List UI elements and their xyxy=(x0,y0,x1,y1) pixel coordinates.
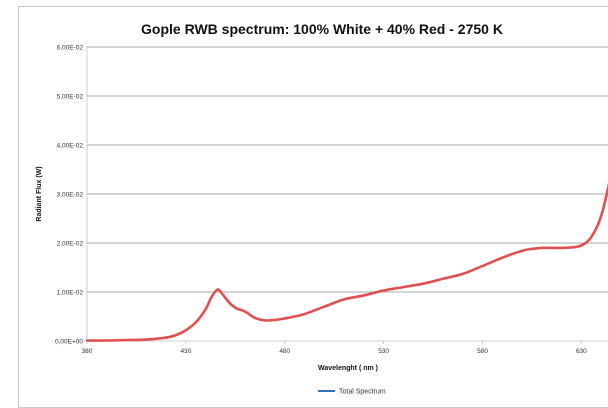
spectrum-chart: Gople RWB spectrum: 100% White + 40% Red… xyxy=(36,21,608,396)
chart-title: Gople RWB spectrum: 100% White + 40% Red… xyxy=(141,21,503,37)
x-tick-label: 580 xyxy=(477,348,488,355)
series-group xyxy=(85,182,608,342)
y-axis-label: Radiant Flux (W) xyxy=(36,166,43,221)
y-tick-label: 3,00E-02 xyxy=(57,192,84,199)
y-tick-label: 1,00E-02 xyxy=(57,290,84,297)
legend-label-total-spectrum: Total Spectrum xyxy=(339,389,386,396)
series-line-total-spectrum xyxy=(85,182,608,342)
y-tick-label: 6,00E-02 xyxy=(57,45,84,52)
legend: Total Spectrum xyxy=(318,389,386,396)
x-tick-label: 430 xyxy=(180,348,191,355)
gridlines xyxy=(87,46,608,342)
x-tick-labels: 380430480530580630680730780 xyxy=(82,341,587,355)
x-tick-label: 480 xyxy=(279,348,290,355)
y-tick-label: 2,00E-02 xyxy=(57,241,84,248)
x-tick-label: 630 xyxy=(576,348,587,355)
x-axis-label: Wavelenght ( nm ) xyxy=(318,365,378,372)
y-tick-labels: 0,00E+00 1,00E-02 2,00E-02 3,00E-02 4,00E-02… xyxy=(55,45,83,346)
y-tick-label: 0,00E+00 xyxy=(55,339,83,346)
y-tick-label: 4,00E-02 xyxy=(57,143,84,150)
x-tick-label: 380 xyxy=(82,348,93,355)
x-tick-label: 530 xyxy=(378,348,389,355)
y-tick-label: 5,00E-02 xyxy=(57,94,84,101)
